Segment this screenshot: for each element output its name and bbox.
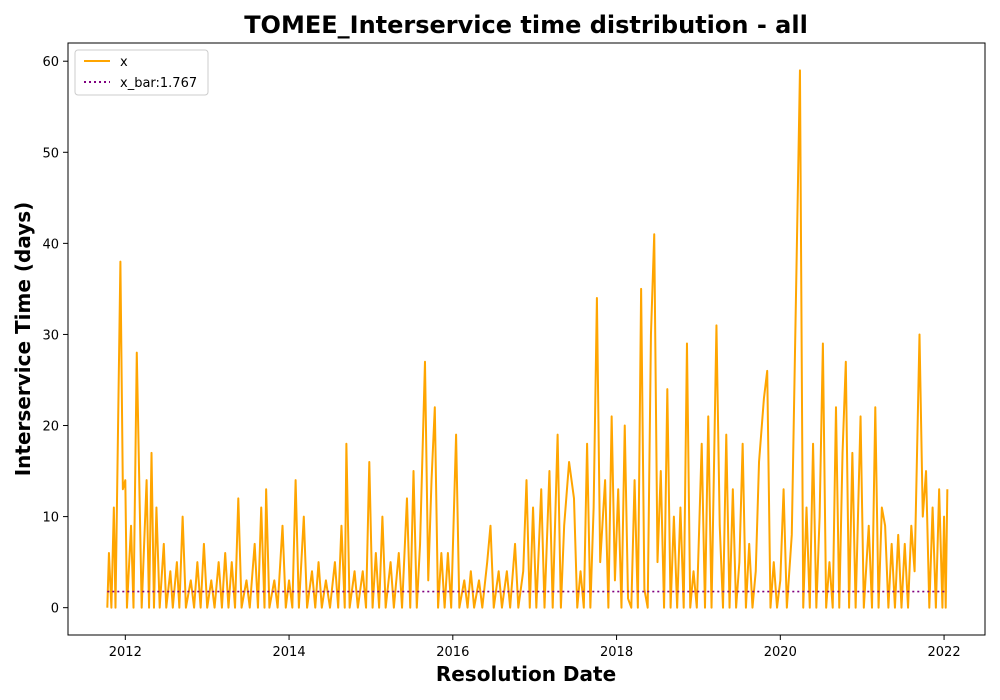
x-tick-label: 2018 <box>600 645 633 660</box>
series-line-x <box>106 69 949 609</box>
x-axis-label: Resolution Date <box>436 662 616 686</box>
y-tick-label: 10 <box>42 511 59 526</box>
y-axis: 0 10 20 30 40 50 60 <box>42 55 68 617</box>
x-tick-label: 2020 <box>764 645 797 660</box>
chart-title: TOMEE_Interservice time distribution - a… <box>244 11 808 39</box>
legend-label-x-bar: x_bar:1.767 <box>120 76 197 91</box>
y-axis-label: Interservice Time (days) <box>11 202 35 477</box>
x-tick-label: 2016 <box>436 645 469 660</box>
legend: x x_bar:1.767 <box>74 49 209 96</box>
x-axis: 2012 2014 2016 2018 2020 2022 <box>109 635 961 660</box>
y-tick-label: 0 <box>51 602 59 617</box>
y-tick-label: 40 <box>42 237 59 252</box>
y-tick-label: 50 <box>42 146 59 161</box>
series-layer <box>106 69 949 609</box>
x-tick-label: 2022 <box>928 645 961 660</box>
legend-label-x: x <box>120 55 128 70</box>
plot-frame <box>67 42 986 636</box>
y-tick-label: 60 <box>42 55 59 70</box>
x-tick-label: 2014 <box>273 645 306 660</box>
y-tick-label: 20 <box>42 420 59 435</box>
y-tick-label: 30 <box>42 328 59 343</box>
x-tick-label: 2012 <box>109 645 142 660</box>
